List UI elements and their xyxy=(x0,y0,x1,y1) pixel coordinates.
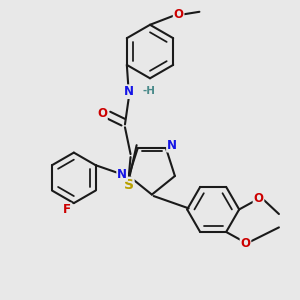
Text: O: O xyxy=(241,237,250,250)
Text: O: O xyxy=(254,192,263,205)
Text: N: N xyxy=(167,139,177,152)
Text: N: N xyxy=(117,168,127,181)
Text: N: N xyxy=(124,85,134,98)
Text: S: S xyxy=(124,178,134,192)
Text: O: O xyxy=(97,107,107,120)
Text: F: F xyxy=(63,203,71,216)
Text: O: O xyxy=(174,8,184,21)
Text: -H: -H xyxy=(143,86,156,96)
